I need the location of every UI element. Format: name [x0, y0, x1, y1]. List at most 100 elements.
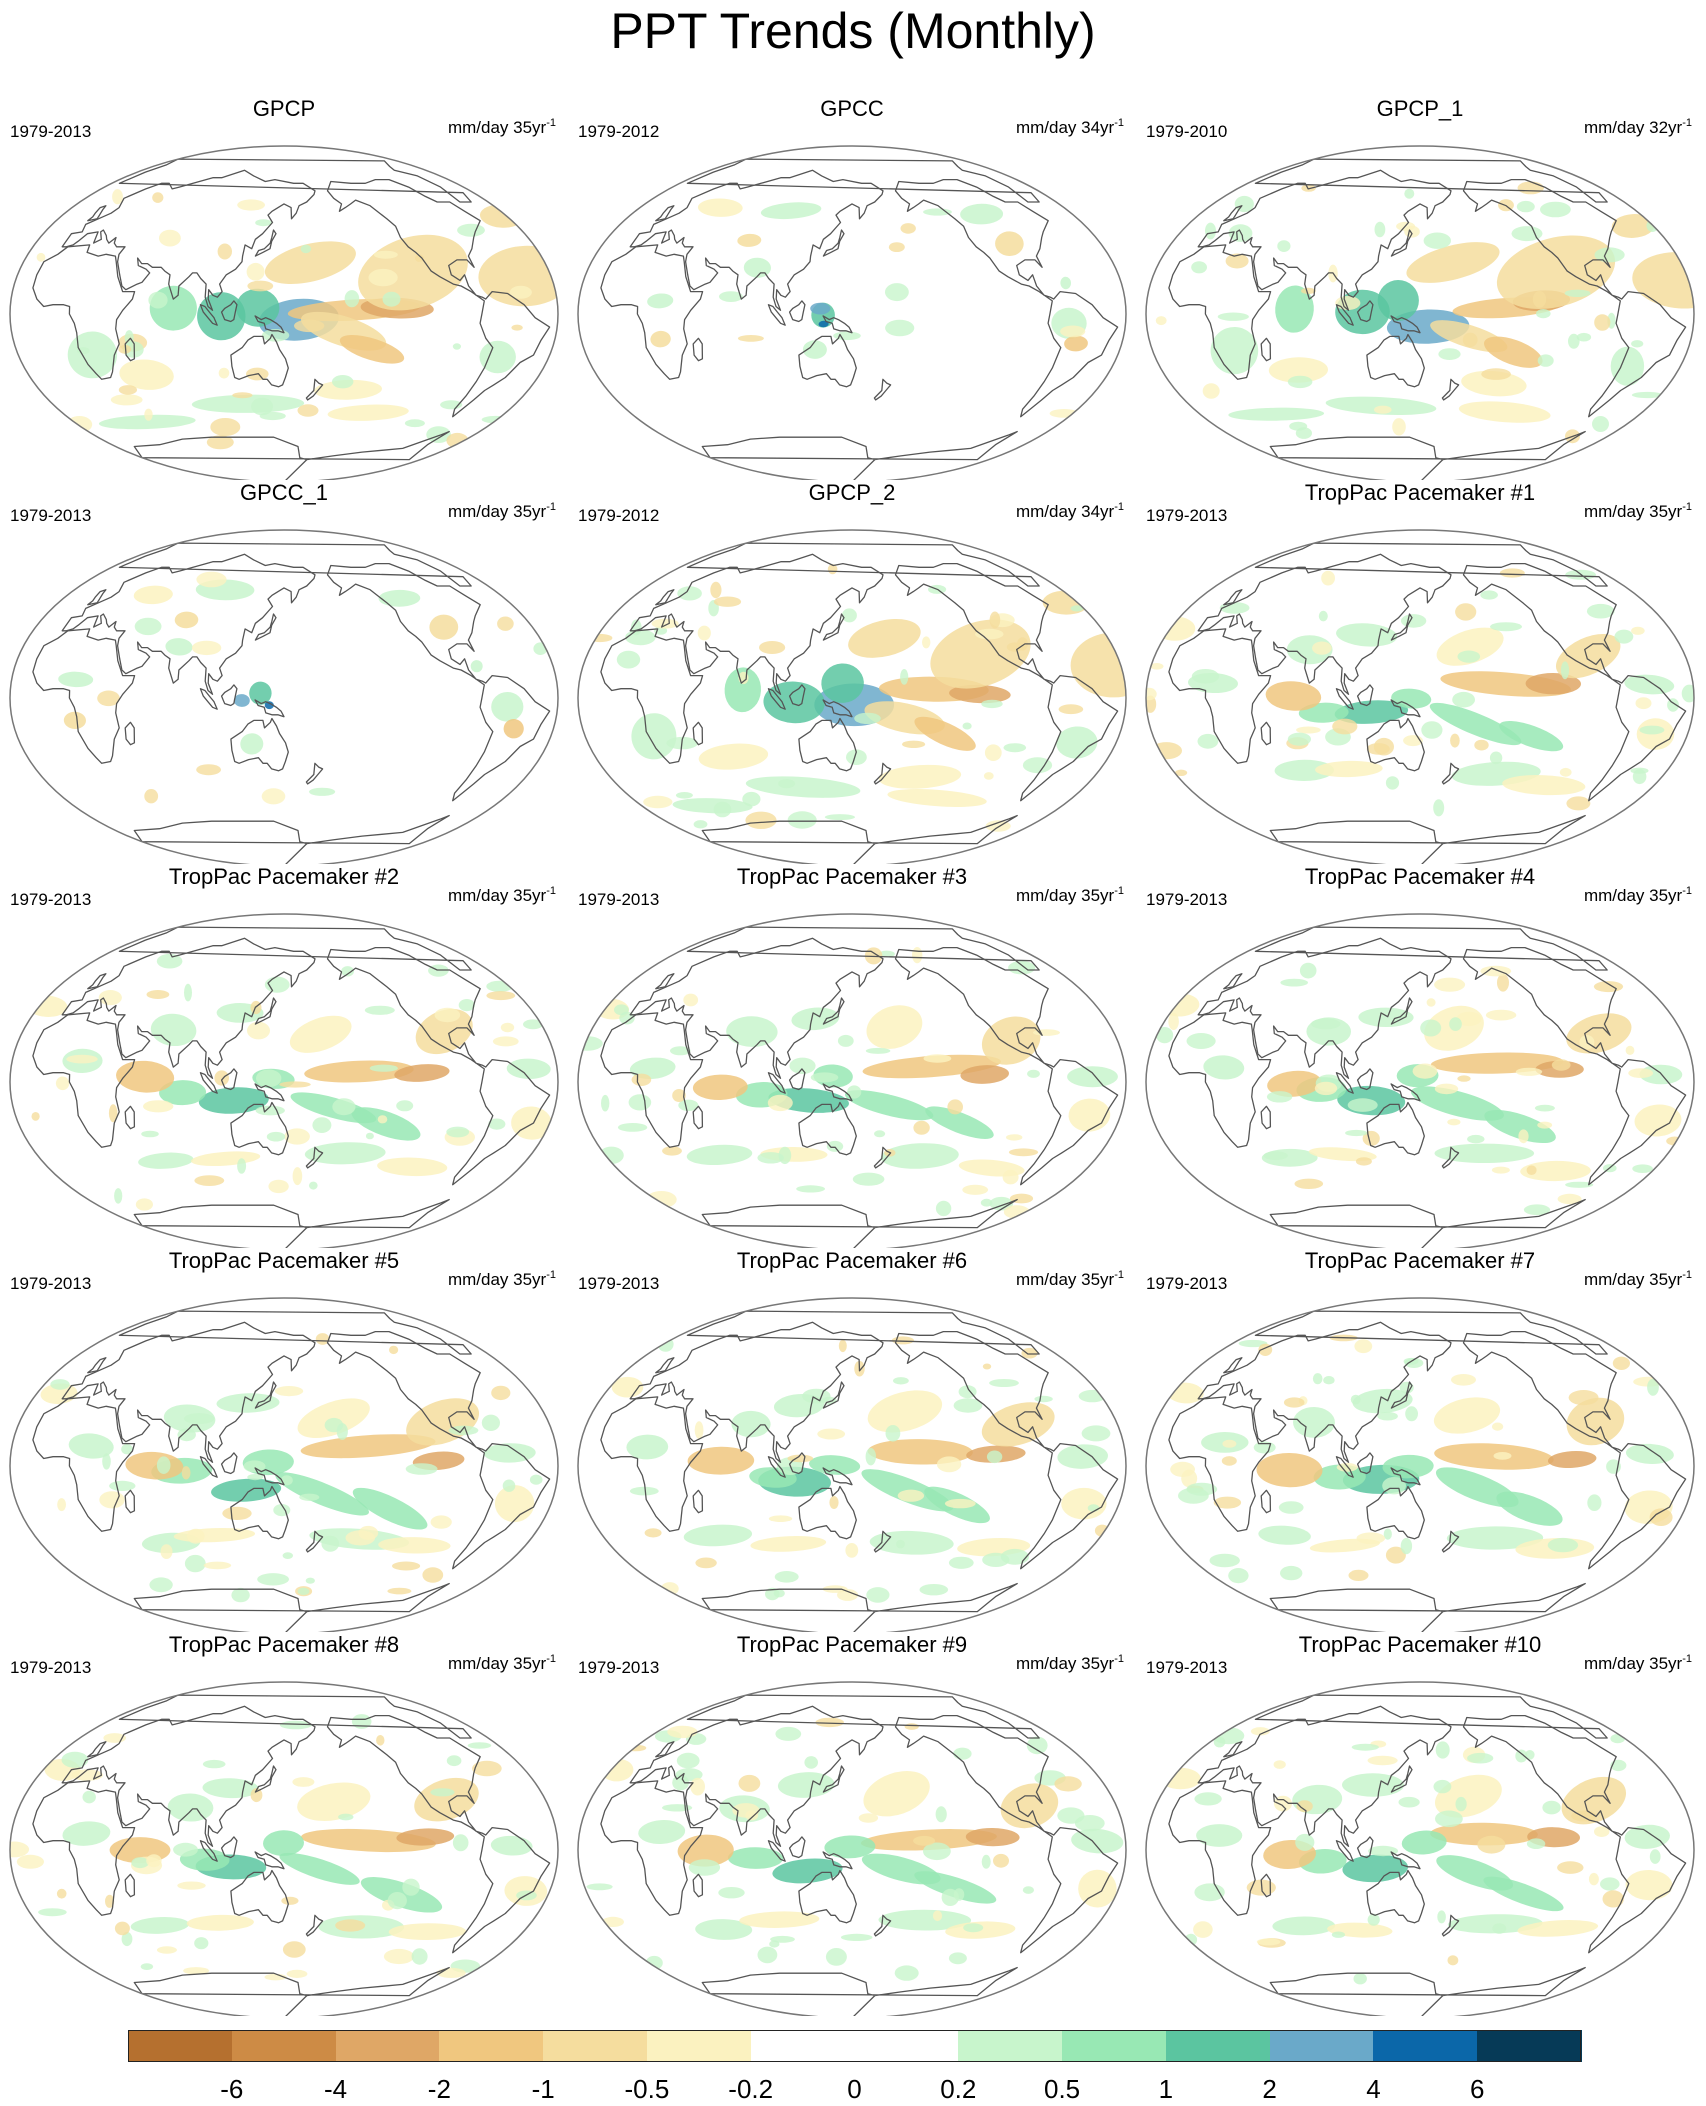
panel-unit-exponent: -1 [1114, 885, 1124, 897]
panel-title: TropPac Pacemaker #7 [1304, 1248, 1536, 1273]
trend-speckle [1027, 1069, 1040, 1078]
coastline-australia [1366, 333, 1425, 388]
trend-speckle [885, 1425, 901, 1442]
trend-speckle [885, 283, 909, 302]
colorbar-tick-label: 2 [1262, 2074, 1277, 2104]
trend-field [1155, 181, 1694, 444]
trend-contour [1334, 700, 1409, 724]
trend-contour [1406, 242, 1500, 283]
colorbar-box [958, 2030, 1063, 2062]
trend-speckle [222, 1506, 252, 1520]
trend-speckle [152, 192, 164, 203]
trend-contour [503, 718, 524, 739]
trend-speckle [923, 1054, 952, 1063]
trend-speckle [335, 1919, 366, 1932]
page-title: PPT Trends (Monthly) [610, 3, 1096, 59]
trend-speckle [1213, 1496, 1242, 1509]
trend-contour [772, 1858, 843, 1884]
trend-speckle [1186, 1033, 1216, 1049]
trend-speckle [430, 1515, 452, 1529]
trend-speckle [486, 991, 516, 1001]
trend-speckle [246, 262, 265, 281]
trend-contour [240, 733, 264, 755]
coastline-new-guinea [822, 1467, 853, 1486]
coastline-madagascar [1260, 1105, 1272, 1130]
coastline-americas [326, 178, 551, 418]
coastline-australia [798, 1101, 857, 1156]
panel-title: GPCP [252, 96, 316, 121]
map-plot [577, 529, 1127, 864]
coastline-eurasia [61, 1321, 316, 1463]
trend-speckle [1350, 1394, 1361, 1405]
trend-contour [1342, 1854, 1408, 1883]
trend-speckle [775, 1726, 802, 1741]
trend-speckle [846, 749, 867, 765]
trend-speckle [1345, 1129, 1368, 1137]
trend-contour [1064, 335, 1088, 352]
trend-contour [133, 585, 173, 605]
coastline-eurasia [1197, 553, 1452, 695]
trend-speckle [108, 1104, 118, 1123]
trend-speckle [1331, 1931, 1345, 1938]
trend-speckle [1594, 1826, 1610, 1837]
trend-speckle [114, 1188, 123, 1204]
coastline-eurasia [61, 553, 316, 695]
trend-speckle [184, 1554, 206, 1573]
trend-speckle [1400, 1537, 1413, 1555]
trend-speckle [1489, 751, 1503, 765]
coastline-borneo [788, 1452, 806, 1475]
coastline-japan [254, 613, 277, 641]
trend-contour [845, 1090, 934, 1121]
trend-speckle [616, 650, 641, 669]
coastline-new-guinea [254, 1083, 285, 1102]
trend-speckle [217, 243, 232, 260]
trend-speckle [1435, 1741, 1450, 1759]
panel-period: 1979-2013 [10, 122, 92, 141]
trend-contour [1430, 1822, 1538, 1846]
coastline-greenland [1254, 542, 1608, 587]
trend-contour [995, 231, 1024, 257]
trend-contour [802, 340, 827, 359]
trend-contour [263, 1830, 304, 1856]
trend-speckle [913, 1120, 930, 1135]
trend-contour [211, 1478, 282, 1502]
map-panel: TropPac Pacemaker #2 1979-2013 mm/day 35yr… [0, 864, 568, 1248]
trend-speckle [1049, 409, 1079, 418]
trend-speckle [1087, 1504, 1100, 1512]
trend-contour [470, 660, 483, 673]
trend-contour [1520, 1160, 1591, 1182]
trend-speckle [774, 1571, 799, 1583]
trend-speckle [387, 1587, 412, 1595]
trend-contour [63, 711, 86, 730]
trend-speckle [257, 1573, 289, 1586]
trend-speckle [989, 611, 1001, 629]
map-plot [9, 913, 559, 1248]
coastline-americas [1462, 562, 1687, 802]
trend-speckle [457, 223, 485, 237]
trend-speckle [789, 1057, 816, 1074]
trend-speckle [1301, 184, 1316, 192]
coastline-americas [1462, 178, 1687, 418]
trend-speckle [309, 787, 336, 796]
trend-speckle [1481, 368, 1511, 380]
trend-speckle [1191, 261, 1207, 274]
colorbar-tick-label: 0.5 [1043, 2074, 1081, 2104]
trend-contour [297, 1782, 371, 1821]
coastline-australia [230, 1485, 289, 1540]
coastline-borneo [1356, 1068, 1374, 1091]
trend-field [1167, 1334, 1674, 1584]
trend-speckle [629, 1486, 659, 1496]
trend-speckle [1006, 642, 1023, 652]
panel-title: TropPac Pacemaker #8 [168, 1632, 400, 1657]
trend-contour [1499, 720, 1564, 752]
trend-speckle [587, 633, 613, 643]
trend-speckle [1054, 1776, 1082, 1792]
trend-contour [352, 1487, 428, 1530]
trend-contour [638, 1820, 686, 1844]
trend-contour [1377, 279, 1419, 322]
trend-speckle [282, 1941, 306, 1958]
trend-speckle [297, 1587, 310, 1595]
trend-speckle [1295, 1833, 1315, 1851]
trend-contour [67, 331, 118, 379]
coastline-sumatra [767, 1840, 786, 1862]
